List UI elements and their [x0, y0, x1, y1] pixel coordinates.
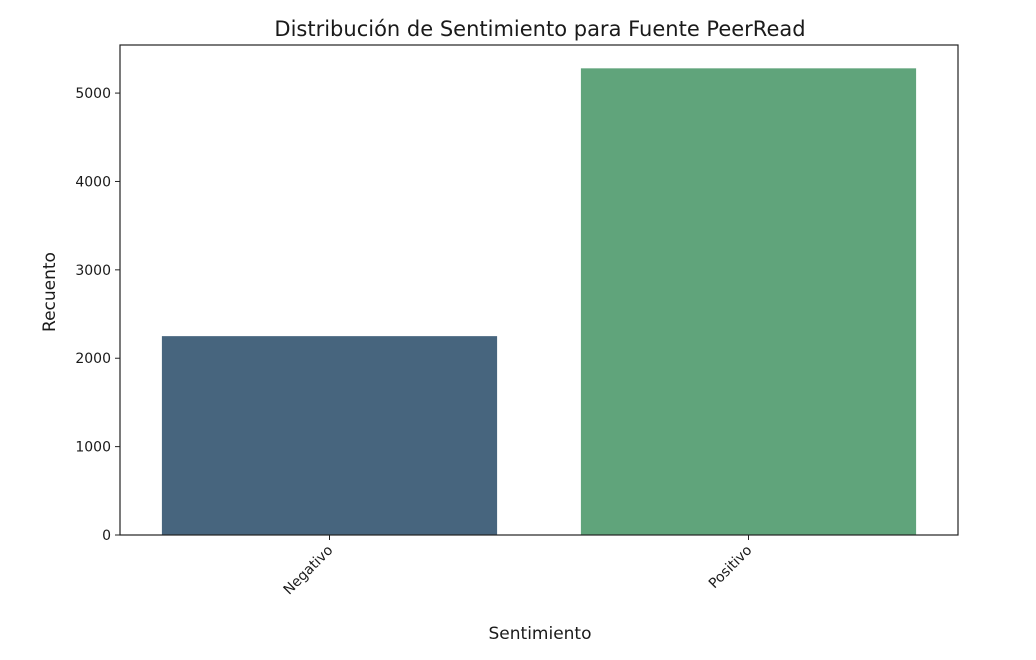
x-tick-label: Negativo: [281, 543, 337, 599]
bars-layer: [161, 68, 917, 535]
x-tick-label: Positivo: [706, 543, 755, 592]
y-tick-label: 4000: [75, 174, 111, 190]
y-tick-label: 3000: [75, 263, 111, 279]
y-axis-label: Recuento: [40, 252, 60, 332]
y-tick-label: 0: [102, 528, 111, 544]
y-tick-label: 1000: [75, 440, 111, 456]
plot-frame: [119, 44, 959, 536]
chart-title: Distribución de Sentimiento para Fuente …: [274, 17, 805, 41]
bar-negativo: [161, 336, 498, 535]
x-axis-label: Sentimiento: [489, 624, 592, 644]
y-tick-label: 2000: [75, 351, 111, 367]
y-tick-label: 5000: [75, 86, 111, 102]
bar-positivo: [580, 68, 917, 535]
